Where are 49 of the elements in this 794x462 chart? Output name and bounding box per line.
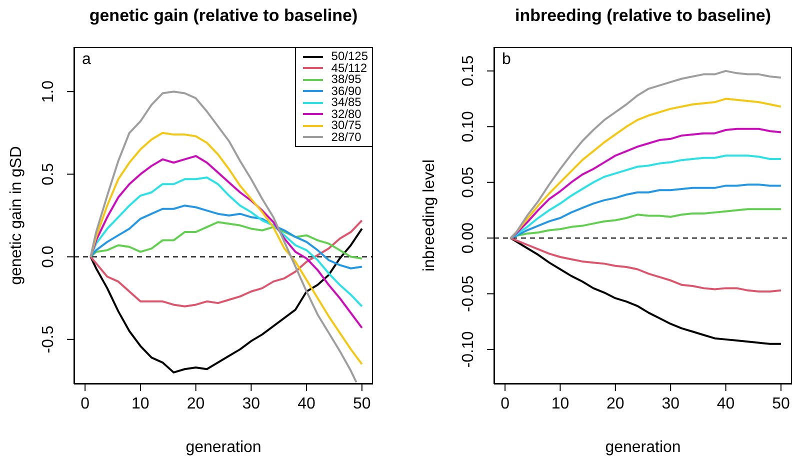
y-tick-label: 0.5 xyxy=(40,162,57,186)
legend-label: 30/75 xyxy=(331,118,362,132)
chart-title: inbreeding (relative to baseline) xyxy=(514,6,772,26)
x-tick-label: 40 xyxy=(298,395,316,412)
y-tick-label: -0.05 xyxy=(460,275,477,312)
y-tick-label: 0.05 xyxy=(460,166,477,198)
y-tick-label: -0.10 xyxy=(460,331,477,368)
y-tick-label: 1.0 xyxy=(40,80,57,103)
line-series xyxy=(510,184,782,240)
legend-label: 32/80 xyxy=(331,106,362,120)
line-series xyxy=(510,70,782,240)
x-tick-label: 40 xyxy=(716,395,735,412)
line-series xyxy=(90,155,363,329)
x-axis-title: generation xyxy=(605,439,681,456)
legend-label: 28/70 xyxy=(331,130,362,144)
x-tick-label: 0 xyxy=(80,395,90,412)
y-tick-label: 0.0 xyxy=(40,246,57,268)
x-tick-label: 30 xyxy=(662,395,680,412)
y-tick-label: 0.15 xyxy=(460,55,477,87)
y-tick-label: -0.5 xyxy=(40,326,57,354)
x-tick-label: 10 xyxy=(132,395,150,412)
chart-title: genetic gain (relative to baseline) xyxy=(88,6,359,26)
x-axis-title: generation xyxy=(186,439,262,456)
y-axis-title: genetic gain in gSD xyxy=(8,146,25,285)
line-series xyxy=(510,128,782,240)
y-tick-label: 0.10 xyxy=(460,110,477,142)
annotation: a xyxy=(82,51,91,69)
y-axis-title: inbreeding level xyxy=(421,159,438,272)
x-tick-label: 50 xyxy=(353,395,371,412)
line-series xyxy=(510,237,782,345)
line-series xyxy=(90,176,363,308)
x-tick-label: 20 xyxy=(606,395,624,412)
annotation: b xyxy=(502,51,511,69)
x-tick-label: 50 xyxy=(772,395,790,412)
x-tick-label: 10 xyxy=(551,395,570,412)
line-series xyxy=(90,219,363,308)
x-tick-label: 30 xyxy=(242,395,260,412)
legend-label: 45/112 xyxy=(331,60,368,74)
x-tick-label: 0 xyxy=(500,395,510,412)
line-series xyxy=(510,154,782,240)
legend-label: 34/85 xyxy=(331,95,362,109)
legend-label: 50/125 xyxy=(331,49,368,63)
line-series xyxy=(90,132,363,366)
line-series xyxy=(90,204,363,270)
line-series xyxy=(510,237,782,293)
legend-label: 36/90 xyxy=(331,84,362,98)
legend-label: 38/95 xyxy=(331,72,362,86)
x-tick-label: 20 xyxy=(186,395,205,412)
y-tick-label: 0.00 xyxy=(460,222,477,254)
